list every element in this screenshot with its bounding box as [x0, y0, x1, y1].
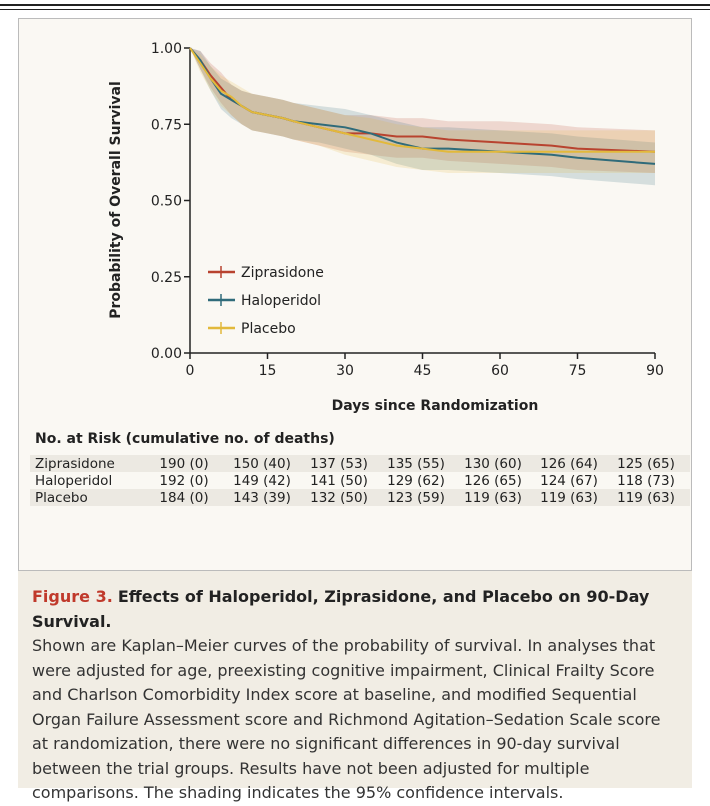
row-shade	[30, 455, 690, 472]
x-axis-title: Days since Randomization	[332, 398, 539, 414]
row-label: Haloperidol	[35, 473, 112, 489]
risk-cell: 119 (63)	[464, 490, 522, 506]
x-tick-label: 30	[336, 363, 354, 379]
y-tick-label: 1.00	[151, 41, 182, 57]
risk-title: No. at Risk (cumulative no. of deaths)	[35, 431, 335, 447]
risk-cell: 137 (53)	[310, 456, 368, 472]
caption: Figure 3. Effects of Haloperidol, Zipras…	[18, 570, 692, 802]
y-tick-label: 0.75	[151, 117, 182, 133]
risk-cell: 184 (0)	[159, 490, 208, 506]
y-tick-label: 0.00	[151, 346, 182, 362]
x-tick-label: 90	[646, 363, 664, 379]
risk-cell: 124 (67)	[540, 473, 598, 489]
risk-cell: 190 (0)	[159, 456, 208, 472]
row-label: Placebo	[35, 490, 88, 506]
x-tick-label: 45	[414, 363, 432, 379]
x-tick-label: 0	[186, 363, 195, 379]
x-tick-label: 15	[259, 363, 277, 379]
risk-cell: 119 (63)	[617, 490, 675, 506]
rule	[0, 9, 710, 10]
risk-cell: 118 (73)	[617, 473, 675, 489]
risk-cell: 150 (40)	[233, 456, 291, 472]
legend-label: Ziprasidone	[241, 265, 324, 281]
x-tick-label: 75	[569, 363, 587, 379]
survival-line	[189, 47, 655, 153]
risk-cell: 129 (62)	[387, 473, 445, 489]
ci-band	[190, 48, 655, 174]
risk-cell: 135 (55)	[387, 456, 445, 472]
risk-cell: 132 (50)	[310, 490, 368, 506]
legend-label: Placebo	[241, 321, 296, 337]
risk-cell: 125 (65)	[617, 456, 675, 472]
y-tick-label: 0.25	[151, 270, 182, 286]
risk-cell: 149 (42)	[233, 473, 291, 489]
rule	[0, 4, 710, 6]
y-tick-label: 0.50	[151, 194, 182, 210]
chart: Probability of Overall Survival Days sin…	[30, 41, 690, 506]
risk-cell: 119 (63)	[540, 490, 598, 506]
y-axis-title: Probability of Overall Survival	[108, 81, 124, 319]
caption-text: Shown are Kaplan–Meier curves of the pro…	[32, 636, 661, 802]
risk-cell: 141 (50)	[310, 473, 368, 489]
caption-label: Figure 3.	[32, 587, 113, 606]
risk-cell: 126 (65)	[464, 473, 522, 489]
legend-label: Haloperidol	[241, 293, 321, 309]
caption-title: Effects of Haloperidol, Ziprasidone, and…	[32, 587, 650, 631]
risk-cell: 123 (59)	[387, 490, 445, 506]
risk-cell: 130 (60)	[464, 456, 522, 472]
ci-band	[190, 48, 655, 174]
risk-cell: 126 (64)	[540, 456, 598, 472]
risk-cell: 143 (39)	[233, 490, 291, 506]
x-tick-label: 60	[491, 363, 509, 379]
row-label: Ziprasidone	[35, 456, 115, 472]
risk-cell: 192 (0)	[159, 473, 208, 489]
row-shade	[30, 489, 690, 506]
